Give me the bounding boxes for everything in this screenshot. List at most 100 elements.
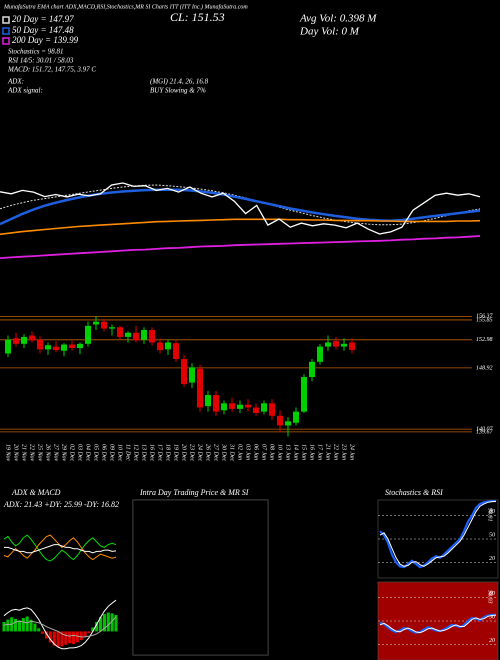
- macd-bar: [75, 631, 79, 643]
- candle-body: [333, 341, 339, 347]
- macd-bar: [33, 623, 37, 632]
- macd-bar: [6, 619, 10, 632]
- x-tick-label: 23 Dec: [189, 444, 195, 461]
- macd-label: MACD: 151.72, 147.75, 3.97 C: [7, 66, 96, 74]
- candle-body: [21, 336, 27, 344]
- legend-label: 20 Day = 147.97: [12, 14, 74, 24]
- x-tick-label: 18 Dec: [165, 444, 171, 461]
- x-tick-label: 16 Jan: [309, 444, 315, 460]
- stochastics-label: Stochastics = 98.81: [8, 48, 63, 56]
- x-tick-label: 27 Nov: [53, 444, 59, 462]
- macd-bar: [48, 631, 52, 643]
- macd-bar: [14, 618, 18, 632]
- ema-line: [0, 235, 481, 259]
- x-tick-label: 22 Nov: [29, 444, 35, 462]
- x-tick-label: 03 Dec: [77, 444, 83, 461]
- x-tick-label: 22 Jan: [333, 444, 339, 460]
- macd-bar: [37, 628, 41, 632]
- avg-volume: Avg Vol: 0.398 M: [299, 13, 377, 25]
- candle-body: [37, 339, 43, 350]
- y-tick-label: 50: [489, 614, 495, 620]
- macd-bar: [17, 620, 21, 632]
- candle-body: [309, 361, 315, 378]
- x-tick-label: 13 Dec: [141, 444, 147, 461]
- x-tick-label: 21 Jan: [325, 444, 331, 460]
- macd-bar: [25, 616, 29, 632]
- macd-bar: [102, 614, 106, 632]
- panel-annotation: 58.03: [487, 590, 493, 604]
- candle-body: [245, 404, 251, 408]
- x-tick-label: 17 Jan: [317, 444, 323, 460]
- candle-body: [173, 343, 179, 360]
- y-tick-label: 20: [489, 556, 495, 562]
- candle-body: [85, 325, 91, 344]
- candle-body: [93, 321, 99, 325]
- candle-body: [69, 344, 75, 348]
- x-tick-label: 13 Jan: [285, 444, 291, 460]
- candle-body: [261, 403, 267, 412]
- adx-signal-label: ADX signal:: [7, 87, 43, 95]
- level-label: 140.07: [476, 426, 494, 433]
- y-tick-label: 80: [489, 509, 495, 515]
- x-tick-label: 11 Dec: [125, 444, 131, 461]
- level-label: 139.67: [476, 429, 494, 435]
- macd-bar: [91, 627, 95, 632]
- x-tick-label: 24 Dec: [197, 444, 204, 461]
- x-tick-label: 20 Nov: [13, 444, 19, 462]
- x-tick-label: 05 Dec: [93, 444, 99, 461]
- indicator-line: [3, 616, 117, 638]
- macd-bar: [79, 631, 83, 641]
- indicator-line: [379, 614, 497, 634]
- x-tick-label: 19 Nov: [5, 444, 11, 462]
- x-tick-label: 03 Jan: [245, 444, 251, 460]
- x-tick-label: 10 Jan: [277, 444, 283, 460]
- macd-bar: [21, 618, 25, 632]
- panel-background: [132, 499, 269, 656]
- level-label: 155.85: [476, 317, 493, 323]
- candle-body: [165, 342, 171, 350]
- x-tick-label: 16 Dec: [149, 444, 155, 461]
- indicator-line: [4, 544, 117, 554]
- macd-bar: [41, 631, 45, 634]
- candle-body: [293, 411, 299, 423]
- panel-title: ADX & MACD: [11, 488, 61, 497]
- y-tick-label: 20: [489, 638, 495, 644]
- indicator-line: [3, 534, 117, 562]
- x-tick-label: 02 Dec: [69, 444, 75, 461]
- candle-body: [141, 329, 147, 340]
- x-tick-label: 26 Dec: [205, 444, 211, 461]
- macd-bar: [71, 631, 76, 644]
- x-tick-label: 14 Jan: [293, 444, 300, 460]
- x-tick-label: 06 Jan: [253, 444, 259, 460]
- price-line: [0, 182, 481, 235]
- macd-bar: [95, 622, 99, 632]
- x-tick-label: 25 Nov: [37, 444, 43, 462]
- x-tick-label: 12 Dec: [133, 444, 139, 461]
- x-tick-label: 29 Nov: [61, 444, 67, 462]
- macd-bar: [106, 612, 110, 632]
- candle-body: [285, 421, 291, 426]
- candle-body: [349, 342, 355, 350]
- x-tick-label: 19 Dec: [173, 444, 179, 461]
- x-tick-label: 06 Dec: [101, 444, 107, 461]
- candle-body: [229, 403, 235, 409]
- candle-body: [189, 367, 195, 383]
- candle-body: [61, 344, 67, 351]
- indicator-line: [379, 500, 497, 567]
- macd-bar: [64, 631, 68, 645]
- candle-body: [101, 321, 107, 329]
- candle-body: [117, 327, 123, 337]
- chart-title: MunafaSutra EMA chart ADX,MACD,RSI,Stoch…: [3, 3, 248, 10]
- candle-body: [29, 335, 35, 341]
- candle-body: [149, 329, 155, 343]
- day-volume: Day Vol: 0 M: [299, 26, 360, 38]
- level-label: 156.37: [476, 314, 494, 320]
- macd-bar: [2, 622, 6, 632]
- macd-bar: [52, 631, 56, 646]
- legend-swatch: [2, 37, 10, 45]
- panel-annotation: 98.81: [487, 508, 493, 522]
- macd-bar: [44, 631, 49, 639]
- level-label: 152.98: [476, 337, 493, 343]
- x-tick-label: 21 Nov: [21, 444, 27, 462]
